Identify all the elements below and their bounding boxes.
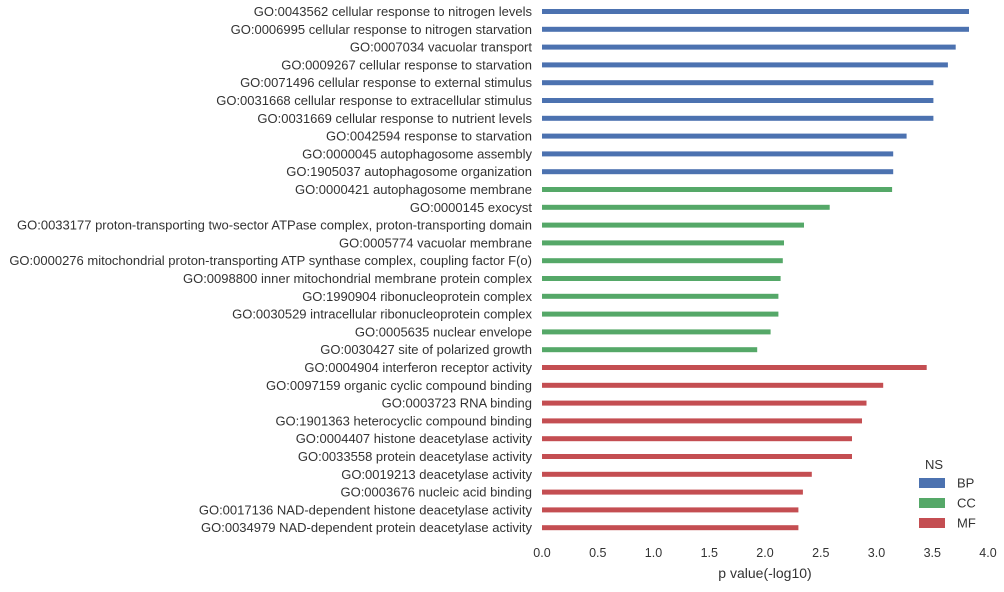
y-tick-label: GO:0019213 deacetylase activity [341, 467, 532, 482]
y-tick-label: GO:0030529 intracellular ribonucleoprote… [232, 307, 532, 322]
bar [542, 436, 852, 442]
bar [542, 400, 867, 406]
bar [542, 62, 948, 68]
y-tick-label: GO:0000276 mitochondrial proton-transpor… [9, 253, 532, 268]
bar [542, 365, 927, 370]
bar [542, 347, 758, 353]
y-tick-label: GO:0000145 exocyst [410, 200, 533, 215]
y-tick-label: GO:0030427 site of polarized growth [320, 342, 532, 357]
bar [542, 80, 934, 86]
y-tick-label: GO:1905037 autophagosome organization [286, 164, 532, 179]
x-tick-label: 3.0 [868, 546, 885, 560]
bar [542, 525, 799, 531]
x-axis-label: p value(-log10) [718, 565, 811, 581]
bar [542, 44, 956, 50]
bar [542, 98, 934, 103]
x-tick-label: 3.5 [924, 546, 941, 560]
x-tick-label: 0.0 [533, 546, 550, 560]
y-tick-label: GO:0031668 cellular response to extracel… [216, 93, 532, 108]
y-tick-label: GO:0000421 autophagosome membrane [295, 182, 532, 197]
y-tick-label: GO:0098800 inner mitochondrial membrane … [183, 271, 533, 286]
legend-swatch [919, 478, 945, 488]
y-tick-label: GO:0043562 cellular response to nitrogen… [254, 4, 533, 19]
y-tick-label: GO:1901363 heterocyclic compound binding [275, 413, 532, 428]
bar [542, 26, 969, 32]
x-tick-label: 2.5 [812, 546, 829, 560]
y-tick-label: GO:0097159 organic cyclic compound bindi… [266, 378, 532, 393]
y-tick-label: GO:1990904 ribonucleoprotein complex [302, 289, 532, 304]
x-tick-label: 2.0 [756, 546, 773, 560]
bar [542, 489, 803, 495]
legend-title: NS [925, 457, 943, 472]
y-tick-label: GO:0033558 protein deacetylase activity [298, 449, 533, 464]
bar [542, 276, 781, 281]
bars-layer [542, 9, 969, 531]
y-tick-label: GO:0031669 cellular response to nutrient… [257, 111, 532, 126]
x-tick-label: 1.5 [701, 546, 718, 560]
bar [542, 133, 907, 139]
y-tick-label: GO:0017136 NAD-dependent histone deacety… [199, 502, 533, 517]
legend-swatch [919, 498, 945, 508]
y-tick-label: GO:0007034 vacuolar transport [350, 40, 532, 55]
x-tick-label: 1.0 [645, 546, 662, 560]
y-tick-label: GO:0003723 RNA binding [382, 396, 532, 411]
bar [542, 9, 969, 14]
bar [542, 115, 934, 121]
x-axis-ticks: 0.0 0.5 1.0 1.5 2.0 2.5 3.0 3.5 4.0 [533, 546, 996, 560]
bar [542, 311, 779, 317]
legend-label: BP [957, 476, 974, 491]
bar [542, 329, 771, 335]
bar [542, 454, 852, 459]
y-tick-label: GO:0042594 response to starvation [326, 129, 532, 144]
y-tick-label: GO:0071496 cellular response to external… [240, 75, 532, 90]
bar [542, 471, 812, 477]
y-tick-label: GO:0005774 vacuolar membrane [339, 235, 532, 250]
y-tick-label: GO:0004904 interferon receptor activity [304, 360, 532, 375]
bar [542, 169, 894, 175]
y-tick-label: GO:0004407 histone deacetylase activity [296, 431, 533, 446]
bar [542, 222, 804, 228]
bar [542, 204, 830, 210]
y-tick-label: GO:0033177 proton-transporting two-secto… [17, 218, 532, 233]
legend-swatch [919, 518, 945, 528]
bar [542, 382, 884, 388]
legend-label: CC [957, 496, 976, 511]
bar [542, 151, 894, 157]
bar [542, 507, 799, 513]
bar [542, 293, 779, 299]
legend: NS BP CC MF [919, 457, 976, 531]
x-tick-label: 0.5 [589, 546, 606, 560]
bar [542, 187, 893, 192]
bar [542, 258, 783, 264]
y-tick-label: GO:0000045 autophagosome assembly [302, 146, 532, 161]
y-tick-label: GO:0009267 cellular response to starvati… [281, 57, 532, 72]
y-tick-label: GO:0006995 cellular response to nitrogen… [231, 22, 532, 37]
bar [542, 240, 784, 246]
y-tick-label: GO:0005635 nuclear envelope [355, 324, 532, 339]
bar [542, 418, 862, 424]
legend-label: MF [957, 516, 976, 531]
y-tick-label: GO:0034979 NAD-dependent protein deacety… [201, 520, 532, 535]
x-tick-label: 4.0 [979, 546, 996, 560]
y-axis-labels: GO:0043562 cellular response to nitrogen… [9, 4, 532, 535]
y-tick-label: GO:0003676 nucleic acid binding [340, 485, 532, 500]
